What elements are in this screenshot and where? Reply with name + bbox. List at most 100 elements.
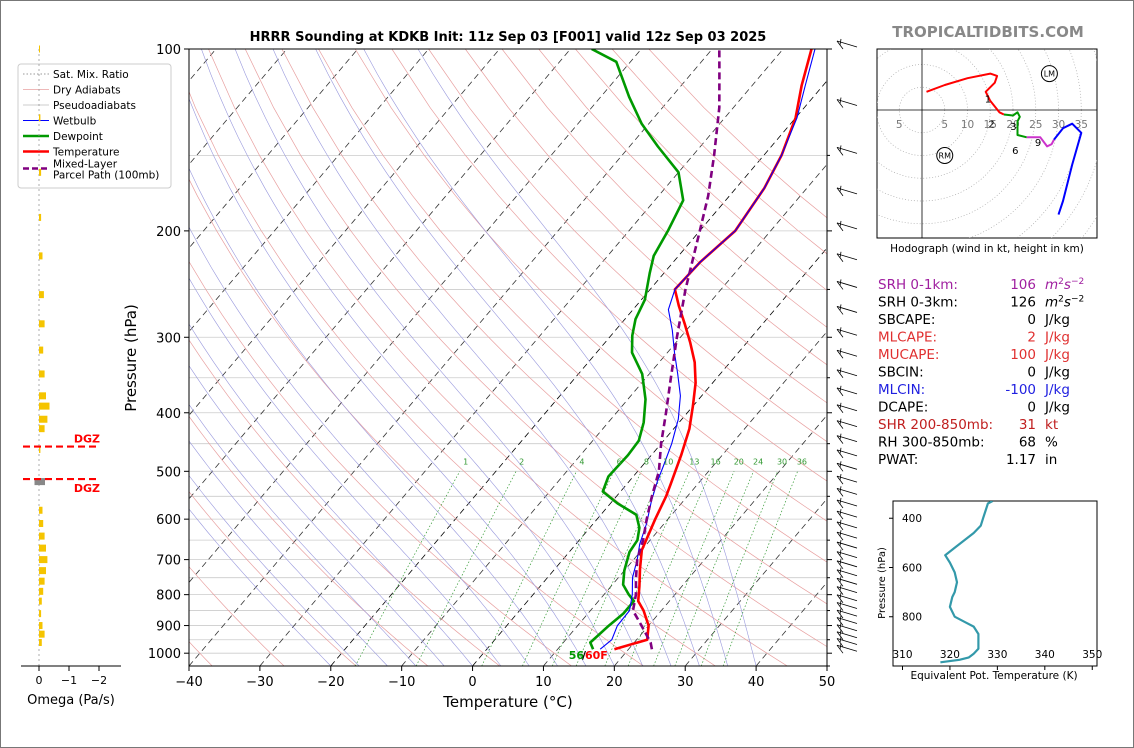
pseudoadiabat [189,508,332,666]
omega-bar [39,556,48,564]
hodograph-height-label: 1 [985,95,991,106]
index-unit: kt [1045,417,1058,433]
dry-adiabat [189,566,285,666]
omega-bar [39,638,42,646]
theta-e-y-tick-label: 400 [902,513,922,525]
hodograph-height-label: 3 [1010,122,1016,133]
theta-e-x-tick-label: 310 [892,649,912,661]
mixing-ratio-line [551,471,642,666]
storm-motion-marker [1040,65,1058,83]
omega-tick-label: −2 [91,674,107,687]
mixing-ratio-label: 6 [617,458,622,467]
index-label: MLCAPE: [878,330,937,346]
index-label: DCAPE: [878,400,928,416]
index-unit: J/kg [1044,382,1070,398]
skewt-frame [188,48,828,667]
mixing-ratio-label: 4 [579,458,584,467]
omega-bar [39,544,46,552]
x-tick-label: −40 [175,675,202,690]
wind-barb-flag [839,461,842,468]
storm-motion-label: RM [939,152,952,161]
wind-barb-flag [839,251,842,258]
wind-barb-flag [839,433,842,440]
dry-adiabat [189,339,501,666]
dry-adiabat [189,415,429,666]
storm-motion-label: LM [1044,70,1055,79]
omega-bar [39,114,41,122]
wind-barbs [836,38,858,654]
hodograph-height-label: 6 [1012,146,1018,157]
isotherm [189,49,288,166]
hodograph-caption: Hodograph (wind in kt, height in km) [890,243,1084,255]
index-unit: m2s−2 [1045,295,1084,311]
mixing-ratio-label: 1 [463,458,468,467]
site-watermark: TROPICALTIDBITS.COM [892,23,1084,41]
hodograph-segment [926,72,1005,116]
pseudoadiabat [189,440,388,666]
legend-label: Temperature [52,147,120,159]
theta-e-frame [892,500,1098,667]
pseudoadiabat [315,49,700,666]
wind-barb-flag [839,474,842,481]
y-tick-label: 300 [156,331,181,346]
pseudoadiabat [189,97,587,666]
index-unit: J/kg [1044,330,1070,346]
index-unit: in [1045,452,1057,468]
isotherm [330,80,827,666]
omega-axis-label: Omega (Pa/s) [27,693,115,708]
omega-bar [39,506,43,514]
wind-barb-flag [839,486,842,493]
omega-bar [39,402,50,410]
theta-e-profile [940,501,994,664]
skewt-series [589,49,816,651]
omega-bar [39,392,46,400]
wind-barb-flag [839,608,842,615]
pseudoadiabat [201,49,615,666]
index-label: SRH 0-1km: [878,277,958,293]
index-unit: J/kg [1044,365,1070,381]
y-tick-label: 500 [156,465,181,480]
y-tick-label: 200 [156,225,181,240]
wind-barb-flag [839,530,842,537]
dgz-label: DGZ [74,482,100,495]
dry-adiabat [501,49,827,366]
mixing-ratio-label: 8 [644,458,649,467]
index-label: RH 300-850mb: [878,435,985,451]
isotherm [189,49,359,249]
wind-barb-flag [839,497,842,505]
mixing-ratio-label: 13 [689,458,699,467]
isotherm [189,49,429,333]
omega-bar [39,370,45,378]
omega-bar [39,519,44,527]
omega-bar [39,587,44,595]
wind-barb-flag [839,447,842,454]
wind-barb-flag [839,327,842,334]
storm-motion-marker [936,147,954,164]
index-unit: J/kg [1044,347,1070,363]
omega-bar [39,346,44,354]
x-axis-label: Temperature (°C) [442,693,572,711]
dgz-label: DGZ [74,433,100,446]
theta-e-y-label: Pressure (hPa) [877,547,888,619]
wind-barb-flag [839,145,842,152]
mixing-ratio-label: 30 [777,458,787,467]
pseudoadiabat [189,277,502,666]
wind-barb-flag [839,348,842,355]
index-unit: m2s−2 [1045,277,1084,293]
dry-adiabat [538,49,827,328]
y-axis-label: Pressure (hPa) [122,304,140,412]
hodograph-segment [1003,111,1027,139]
mixing-ratio-label: 2 [519,458,524,467]
legend-label: Dewpoint [53,131,103,143]
wind-barb-flag [839,636,842,643]
index-value: 0 [1027,400,1036,416]
wind-barb-flag [839,385,842,392]
mixing-ratio-label: 20 [734,458,744,467]
index-label: SRH 0-3km: [878,295,958,311]
index-value: 126 [1010,295,1036,311]
x-tick-label: 40 [748,675,765,690]
wind-barb-flag [839,600,842,607]
x-tick-label: 20 [606,675,623,690]
wind-barb-flag [839,220,842,227]
